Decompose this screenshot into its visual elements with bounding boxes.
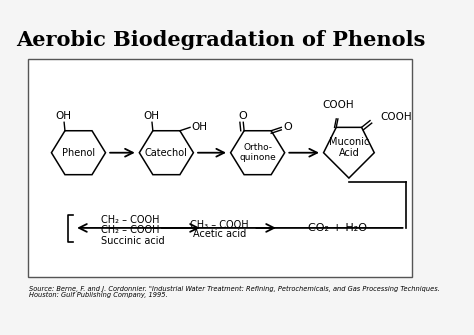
Text: OH: OH [143, 111, 159, 121]
Text: OH: OH [55, 111, 71, 121]
Text: Succinic acid: Succinic acid [101, 236, 165, 246]
Text: O: O [283, 122, 292, 132]
Text: COOH: COOH [322, 100, 354, 111]
Text: Source: Berne, F. and J. Cordonnier. "Industrial Water Treatment: Refining, Petr: Source: Berne, F. and J. Cordonnier. "In… [29, 285, 440, 291]
Text: CH₃ – COOH: CH₃ – COOH [190, 219, 249, 229]
FancyBboxPatch shape [28, 59, 412, 277]
Text: Houston: Gulf Publishing Company, 1995.: Houston: Gulf Publishing Company, 1995. [29, 292, 168, 298]
Text: Aerobic Biodegradation of Phenols: Aerobic Biodegradation of Phenols [17, 30, 426, 50]
Text: CH₂ – COOH: CH₂ – COOH [101, 225, 160, 236]
Text: Phenol: Phenol [62, 148, 95, 158]
Text: O: O [238, 111, 247, 121]
Text: Catechol: Catechol [145, 148, 188, 158]
Text: Muconic
Acid: Muconic Acid [329, 137, 369, 158]
Text: COOH: COOH [380, 112, 412, 122]
Text: Acetic acid: Acetic acid [193, 229, 246, 239]
Text: OH: OH [191, 122, 208, 132]
Text: Ortho-
quinone: Ortho- quinone [239, 143, 276, 162]
Text: CO₂ + H₂O: CO₂ + H₂O [309, 223, 367, 233]
Text: CH₂ – COOH: CH₂ – COOH [101, 215, 160, 225]
